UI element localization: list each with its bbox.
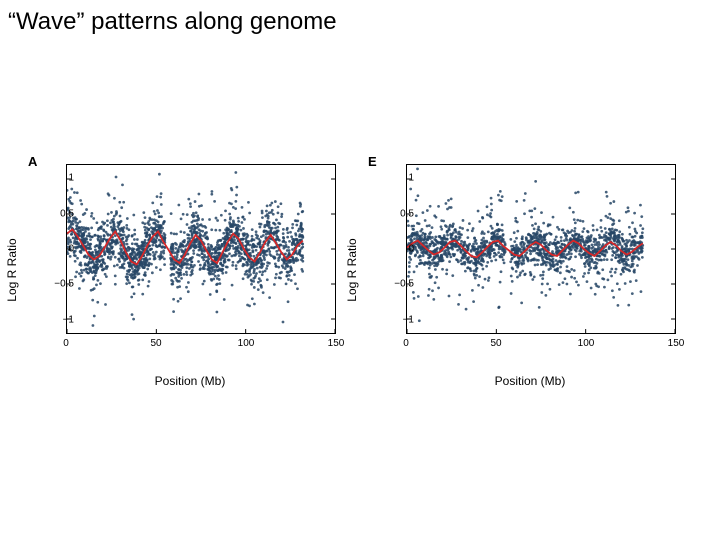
page-title: “Wave” patterns along genome <box>8 8 337 36</box>
y-tick-label: −0.5 <box>54 279 74 290</box>
y-tick-label: 0.5 <box>400 208 414 219</box>
panel-letter: E <box>368 154 377 169</box>
plot-area <box>406 164 676 334</box>
x-tick-label: 0 <box>63 338 69 349</box>
y-tick-label: −1 <box>403 314 414 325</box>
panel-e: E Log R Ratio Position (Mb) −1−0.500.51 … <box>370 160 690 380</box>
x-tick-label: 100 <box>578 338 595 349</box>
x-axis-label: Position (Mb) <box>495 374 566 388</box>
x-tick-label: 50 <box>490 338 501 349</box>
y-tick-label: 1 <box>68 173 74 184</box>
x-tick-label: 0 <box>403 338 409 349</box>
x-tick-label: 100 <box>238 338 255 349</box>
y-axis-label: Log R Ratio <box>5 238 19 301</box>
plot-area <box>66 164 336 334</box>
x-tick-label: 150 <box>328 338 345 349</box>
y-axis-label: Log R Ratio <box>345 238 359 301</box>
y-tick-label: 0.5 <box>60 208 74 219</box>
x-tick-label: 150 <box>668 338 685 349</box>
panel-letter: A <box>28 154 37 169</box>
y-tick-label: 0 <box>408 244 414 255</box>
x-tick-label: 50 <box>150 338 161 349</box>
panel-a: A Log R Ratio Position (Mb) −1−0.500.51 … <box>30 160 350 380</box>
y-tick-label: 1 <box>408 173 414 184</box>
charts-row: A Log R Ratio Position (Mb) −1−0.500.51 … <box>30 160 690 380</box>
y-tick-label: 0 <box>68 244 74 255</box>
y-tick-label: −1 <box>63 314 74 325</box>
x-axis-label: Position (Mb) <box>155 374 226 388</box>
y-tick-label: −0.5 <box>394 279 414 290</box>
